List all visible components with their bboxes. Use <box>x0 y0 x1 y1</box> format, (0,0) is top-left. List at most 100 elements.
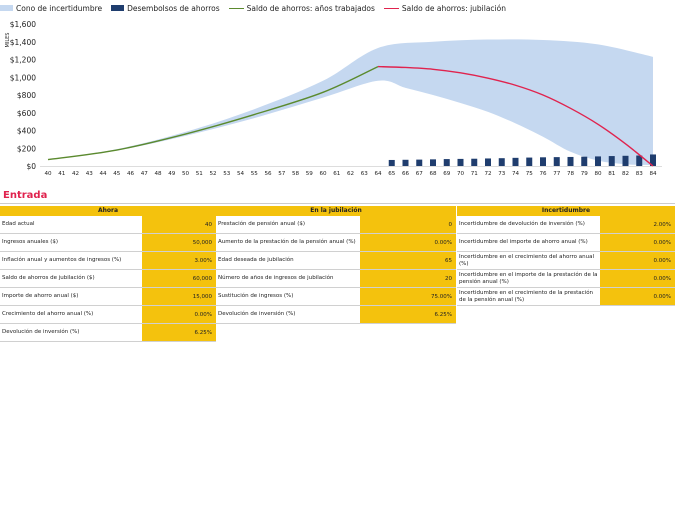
withdrawal-bar <box>498 158 505 166</box>
retirement-row: Sustitución de ingresos (%) 75.00% <box>216 288 456 306</box>
legend-item-working: Saldo de ahorros: años trabajados <box>228 4 375 13</box>
now-label: Inflación anual y aumentos de ingresos (… <box>2 257 122 264</box>
now-label: Devolución de inversión (%) <box>2 329 80 336</box>
y-tick-label: $0 <box>26 162 36 171</box>
retirement-value-input[interactable]: 20 <box>360 270 456 287</box>
now-value-input[interactable]: 3.00% <box>142 252 216 269</box>
uncertainty-value-input[interactable]: 0.00% <box>600 252 675 269</box>
uncertainty-value-input[interactable]: 2.00% <box>600 216 675 233</box>
section-divider <box>0 203 675 204</box>
now-value-input[interactable]: 15,000 <box>142 288 216 305</box>
now-row: Edad actual 40 <box>0 216 216 234</box>
x-tick-label: 41 <box>58 171 66 177</box>
x-tick-label: 54 <box>237 171 245 177</box>
withdrawal-bar <box>636 155 643 166</box>
x-tick-label: 62 <box>347 171 354 177</box>
now-value-input[interactable]: 6.25% <box>142 324 216 341</box>
x-tick-label: 68 <box>429 171 437 177</box>
x-tick-label: 43 <box>86 171 94 177</box>
retirement-row: Edad deseada de jubilación 65 <box>216 252 456 270</box>
x-tick-label: 70 <box>457 171 465 177</box>
now-value-input[interactable]: 40 <box>142 216 216 233</box>
retirement-label: Devolución de inversión (%) <box>218 311 296 318</box>
x-tick-label: 83 <box>636 171 644 177</box>
x-tick-label: 52 <box>209 171 216 177</box>
retirement-value-input[interactable]: 6.25% <box>360 306 456 323</box>
legend-item-cone: Cono de incertidumbre <box>0 4 102 13</box>
legend-item-withdrawals: Desembolsos de ahorros <box>111 4 220 13</box>
x-tick-label: 59 <box>306 171 314 177</box>
y-tick-label: $1,000 <box>10 73 36 82</box>
retirement-value-input[interactable]: 75.00% <box>360 288 456 305</box>
withdrawal-bar <box>457 158 464 166</box>
uncertainty-row: Incertidumbre en el crecimiento del ahor… <box>457 252 675 270</box>
x-tick-label: 51 <box>196 171 204 177</box>
withdrawal-bar <box>567 156 574 166</box>
legend-label-cone: Cono de incertidumbre <box>16 3 103 13</box>
legend-label-retirement: Saldo de ahorros: jubilación <box>401 3 506 13</box>
x-tick-label: 63 <box>361 171 369 177</box>
retirement-label: Número de años de ingresos de jubilación <box>218 275 334 282</box>
x-tick-label: 57 <box>278 171 286 177</box>
withdrawal-bar <box>430 159 436 166</box>
now-row: Importe de ahorro anual ($) 15,000 <box>0 288 216 306</box>
now-label: Crecimiento del ahorro anual (%) <box>2 311 94 318</box>
x-tick-label: 64 <box>374 171 382 177</box>
retirement-value-input[interactable]: 65 <box>360 252 456 269</box>
uncertainty-row: Incertidumbre de devolución de inversión… <box>457 216 675 234</box>
x-tick-label: 40 <box>44 171 52 177</box>
y-axis-label: MILES <box>5 33 11 48</box>
x-tick-label: 50 <box>182 171 190 177</box>
x-tick-label: 44 <box>99 171 107 177</box>
x-tick-label: 66 <box>402 171 410 177</box>
retirement-row: Aumento de la prestación de la pensión a… <box>216 234 456 252</box>
uncertainty-label: Incertidumbre del importe de ahorro anua… <box>459 239 588 246</box>
now-value-input[interactable]: 60,000 <box>142 270 216 287</box>
x-tick-label: 45 <box>113 171 121 177</box>
y-tick-label: $1,200 <box>10 56 36 65</box>
uncertainty-row: Incertidumbre en el importe de la presta… <box>457 270 675 288</box>
x-tick-label: 74 <box>512 171 520 177</box>
withdrawal-bar <box>540 157 546 166</box>
y-tick-label: $200 <box>17 144 36 153</box>
chart-legend: Cono de incertidumbre Desembolsos de aho… <box>0 1 515 15</box>
withdrawal-bar <box>581 156 588 166</box>
now-value-input[interactable]: 0.00% <box>142 306 216 323</box>
uncertainty-label: Incertidumbre en el crecimiento de la pr… <box>459 290 594 303</box>
now-value-input[interactable]: 50,000 <box>142 234 216 251</box>
retirement-label: Edad deseada de jubilación <box>218 257 294 264</box>
y-tick-label: $1,600 <box>10 20 36 29</box>
withdrawal-bar <box>526 157 533 166</box>
x-tick-label: 49 <box>168 171 176 177</box>
legend-swatch-withdrawals <box>111 5 125 11</box>
legend-label-withdrawals: Desembolsos de ahorros <box>127 3 220 13</box>
uncertainty-value-input[interactable]: 0.00% <box>600 288 675 305</box>
uncertainty-value-input[interactable]: 0.00% <box>600 234 675 251</box>
now-row: Ingresos anuales ($) 50,000 <box>0 234 216 252</box>
uncertainty-row: Incertidumbre en el crecimiento de la pr… <box>457 288 675 306</box>
retirement-value-input[interactable]: 0 <box>360 216 456 233</box>
x-tick-label: 79 <box>581 171 589 177</box>
x-tick-label: 42 <box>72 171 79 177</box>
x-tick-label: 46 <box>127 171 135 177</box>
now-row: Crecimiento del ahorro anual (%) 0.00% <box>0 306 216 324</box>
now-label: Importe de ahorro anual ($) <box>2 293 79 300</box>
x-tick-label: 61 <box>333 171 341 177</box>
withdrawal-bar <box>402 159 409 166</box>
x-tick-label: 56 <box>264 171 272 177</box>
x-tick-label: 47 <box>141 171 149 177</box>
legend-swatch-retirement <box>383 7 399 9</box>
x-tick-label: 48 <box>154 171 162 177</box>
withdrawal-bar <box>595 156 601 166</box>
withdrawal-bar <box>416 159 423 166</box>
inputs-now-panel: Ahora Edad actual 40 Ingresos anuales ($) 50… <box>0 206 216 342</box>
x-tick-label: 81 <box>608 171 616 177</box>
legend-swatch-cone <box>0 5 13 11</box>
uncertainty-value-input[interactable]: 0.00% <box>600 270 675 287</box>
retirement-row: Prestación de pensión anual ($) 0 <box>216 216 456 234</box>
uncertainty-row: Incertidumbre del importe de ahorro anua… <box>457 234 675 252</box>
legend-item-retirement: Saldo de ahorros: jubilación <box>383 3 506 13</box>
x-tick-label: 80 <box>594 171 602 177</box>
x-tick-label: 53 <box>223 171 231 177</box>
retirement-value-input[interactable]: 0.00% <box>360 234 456 251</box>
